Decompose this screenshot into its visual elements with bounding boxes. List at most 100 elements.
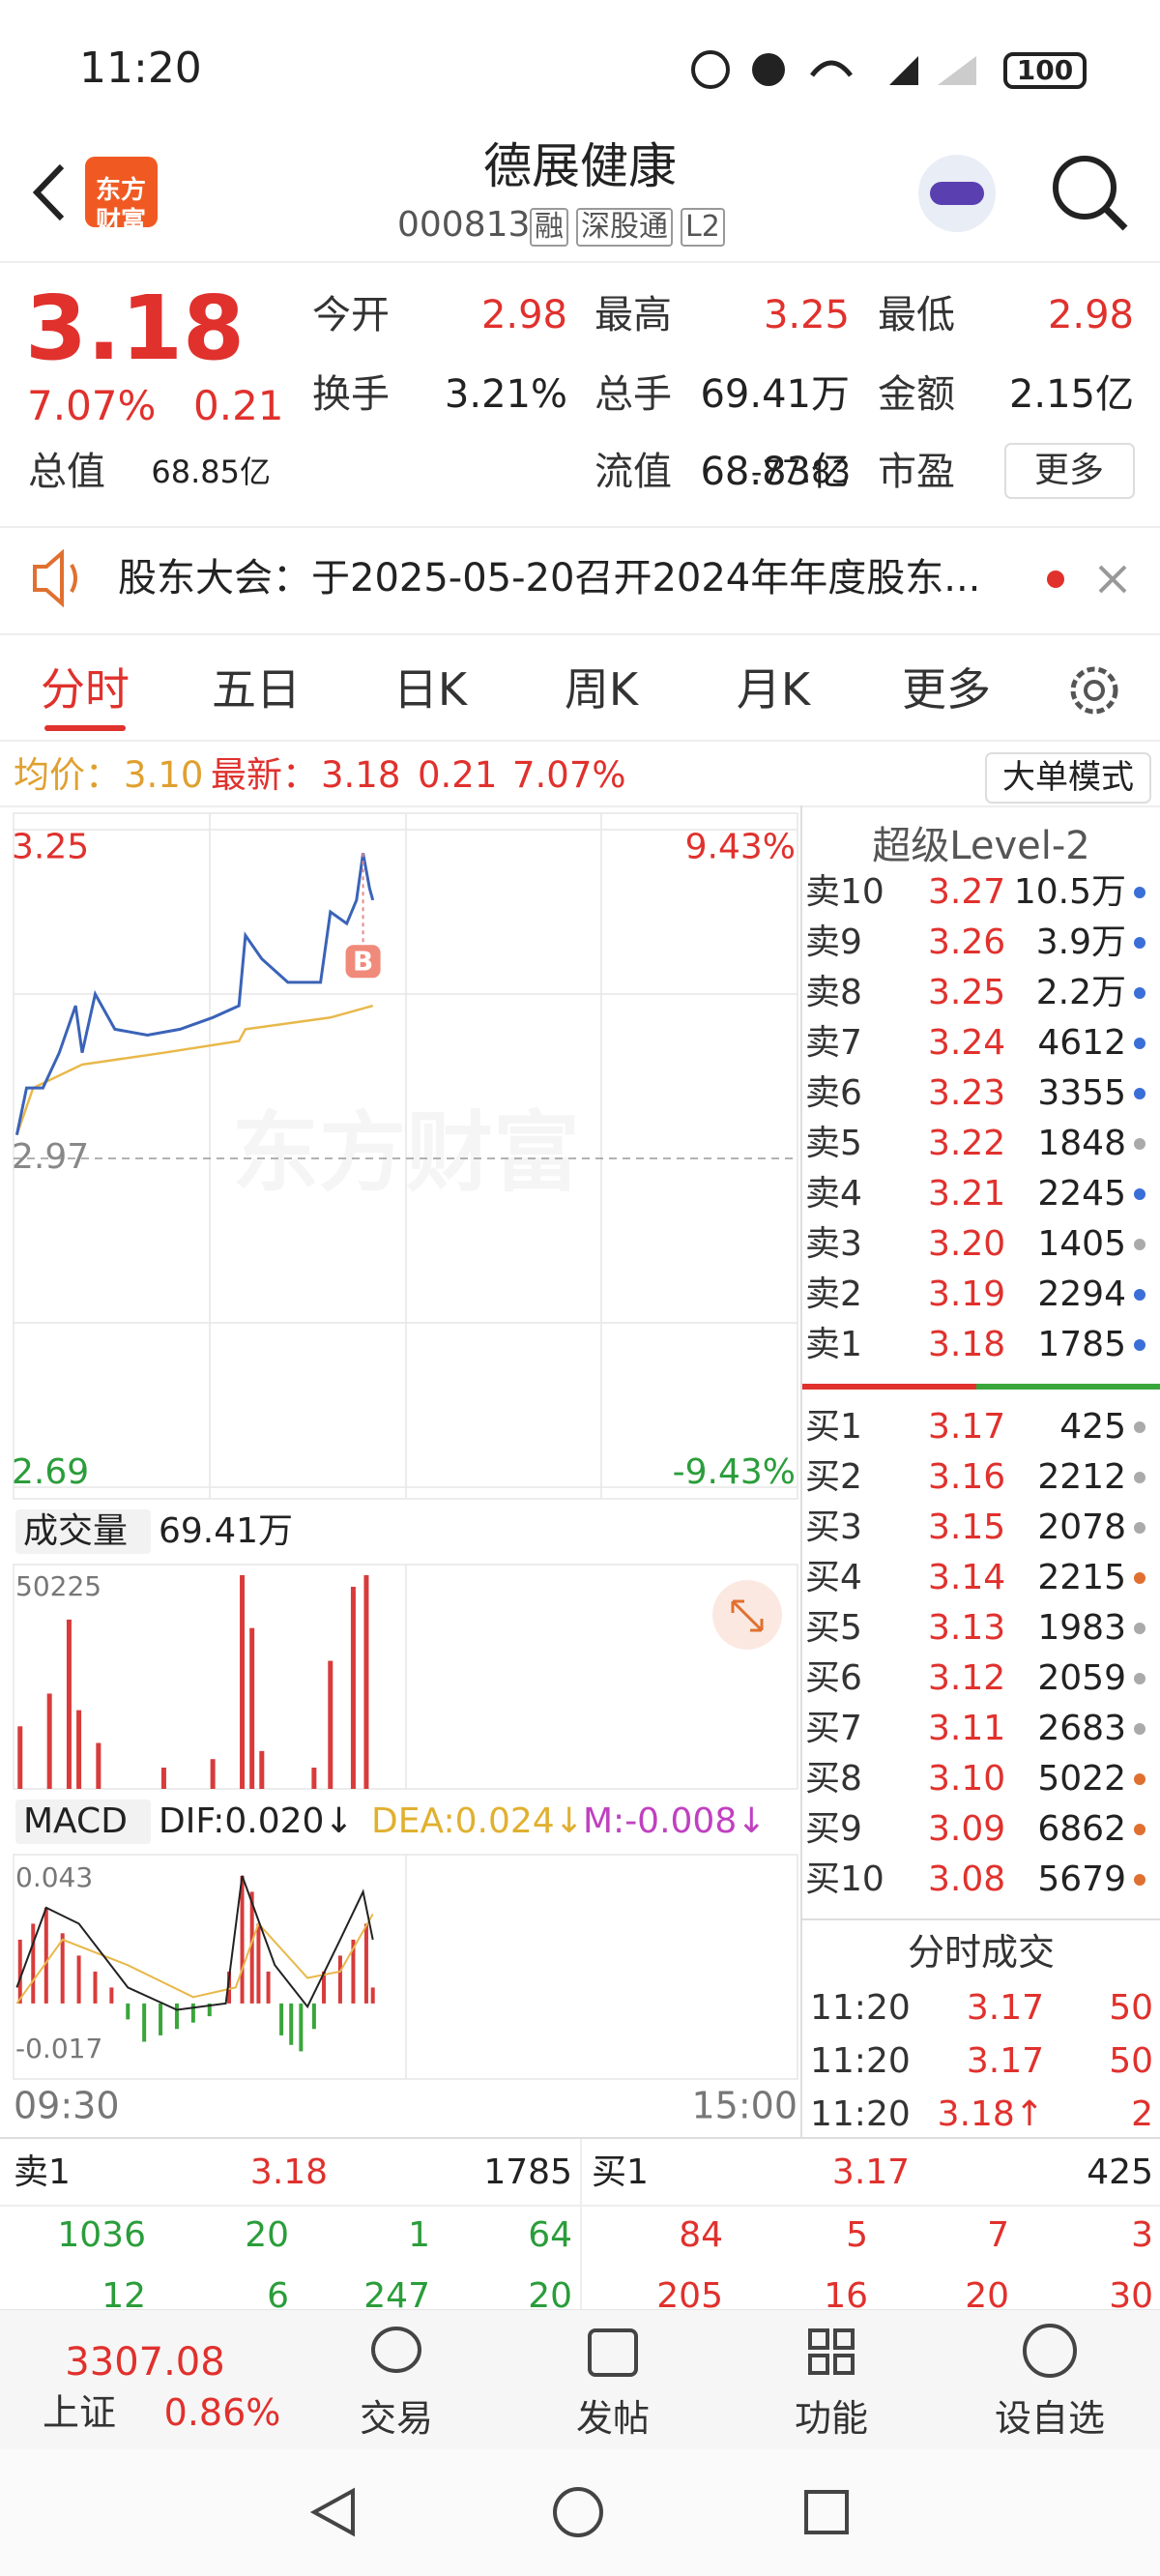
alarm-icon: [752, 53, 785, 86]
tab[interactable]: 月K: [736, 663, 811, 717]
book-label: 买1: [805, 1407, 862, 1448]
book-price: 3.08: [928, 1859, 1006, 1900]
more-button[interactable]: 更多: [1033, 451, 1105, 491]
field-value: 2.98: [1047, 293, 1134, 337]
book-label: 卖10: [805, 872, 884, 913]
macd-bar: [174, 2003, 179, 2030]
book-volume: 2683: [1037, 1709, 1126, 1749]
macd-selector[interactable]: [15, 1800, 151, 1844]
trade-icon[interactable]: [371, 2327, 421, 2373]
macd-bar: [266, 1971, 271, 2004]
book-volume: 425: [1059, 1407, 1126, 1448]
book-dot: [1134, 1773, 1146, 1785]
table-price: 3.17: [831, 2152, 911, 2193]
book-label: 买6: [805, 1658, 862, 1699]
more-button[interactable]: [1004, 443, 1135, 499]
table-cell: 205: [656, 2276, 723, 2317]
table-cell: 12: [102, 2276, 146, 2317]
field-value: 68.83亿: [700, 450, 850, 494]
book-volume: 2294: [1037, 1274, 1126, 1315]
field-label: 总手: [594, 372, 672, 417]
system-nav: [0, 2449, 1160, 2576]
level2-title: 超级Level-2: [872, 824, 1090, 868]
tab[interactable]: 日K: [392, 663, 468, 717]
book-label: 卖5: [805, 1124, 862, 1164]
table-cell: 3: [1131, 2215, 1153, 2256]
volume-label: 成交量: [23, 1511, 128, 1551]
stock-code: 000813: [397, 205, 531, 246]
volume-bar: [249, 1627, 255, 1789]
close-icon[interactable]: [1098, 565, 1127, 594]
macd-bar: [109, 1987, 114, 2004]
field-value: 2.98: [480, 293, 567, 337]
tab[interactable]: 分时: [41, 663, 130, 717]
book-dot: [1134, 1673, 1146, 1684]
post-icon[interactable]: [588, 2328, 638, 2377]
feature-icon[interactable]: [833, 2354, 855, 2375]
volume-bar: [160, 1767, 166, 1789]
trade-volume: 2: [1131, 2094, 1153, 2135]
mode-button[interactable]: 大单模式: [1002, 757, 1134, 797]
speaker-icon: [33, 548, 64, 608]
tab[interactable]: 五日: [212, 663, 301, 717]
speaker-wave: [70, 564, 77, 593]
book-volume: 4612: [1037, 1023, 1126, 1064]
nav-item[interactable]: 发帖: [575, 2397, 651, 2441]
book-dot: [1134, 1572, 1146, 1584]
macd-bar: [60, 1933, 65, 2004]
book-label: 买2: [805, 1457, 862, 1498]
section-divider: [0, 805, 1160, 807]
section-divider: [0, 633, 1160, 635]
tab[interactable]: 周K: [564, 663, 639, 717]
volume-bar: [363, 1575, 369, 1789]
unread-dot: [1047, 571, 1064, 588]
feature-icon[interactable]: [808, 2328, 829, 2350]
book-label: 买8: [805, 1759, 862, 1800]
book-dot: [1134, 1289, 1146, 1301]
nav-item[interactable]: 交易: [359, 2397, 434, 2441]
m-label: M:-0.008↓: [583, 1801, 766, 1841]
macd-bar: [227, 1971, 232, 2004]
table-label: 买1: [592, 2152, 649, 2193]
logo-box: [85, 157, 158, 227]
macd-bar: [76, 1955, 81, 2004]
recents-button[interactable]: [804, 2490, 849, 2534]
stock-tag: 深股通: [576, 208, 673, 247]
book-price: 3.09: [928, 1809, 1006, 1850]
field-value: 68.85亿: [151, 453, 271, 490]
nav-item[interactable]: 功能: [794, 2397, 869, 2441]
table-cell: 20: [528, 2276, 572, 2317]
nav-item[interactable]: 设自选: [994, 2397, 1106, 2441]
book-dot: [1134, 1239, 1146, 1250]
section-divider: [0, 2137, 1160, 2139]
back-button[interactable]: [309, 2487, 355, 2537]
home-button[interactable]: [553, 2487, 603, 2537]
time-label: 09:30: [14, 2085, 120, 2127]
book-dot: [1134, 1874, 1146, 1886]
mode-button[interactable]: [985, 752, 1151, 804]
feature-icon[interactable]: [833, 2328, 855, 2350]
field-label: 流值: [594, 450, 672, 494]
macd-bar: [351, 1939, 356, 2004]
search-icon[interactable]: [1053, 156, 1116, 220]
back-icon[interactable]: [32, 163, 65, 221]
dif-line: [15, 1875, 374, 2011]
field-value: 3.21%: [444, 372, 567, 417]
info-change-pct: 7.07%: [512, 753, 626, 796]
field-value: 69.41万: [700, 372, 850, 417]
settings-icon[interactable]: [1070, 666, 1118, 715]
book-label: 卖2: [805, 1274, 862, 1315]
macd-bar: [17, 1939, 22, 2004]
watchlist-icon[interactable]: [1023, 2324, 1077, 2378]
book-volume: 2245: [1037, 1174, 1126, 1215]
tab[interactable]: 更多: [902, 663, 991, 717]
y-tick-label: 2.97: [12, 1137, 89, 1177]
book-dot: [1134, 987, 1146, 999]
feature-icon[interactable]: [808, 2354, 829, 2375]
signal-icon: [889, 56, 918, 85]
book-label: 买10: [805, 1859, 884, 1900]
trade-price: 3.18↑: [937, 2094, 1044, 2135]
volume-selector[interactable]: [15, 1509, 151, 1554]
index-value: 3307.08: [65, 2340, 225, 2385]
